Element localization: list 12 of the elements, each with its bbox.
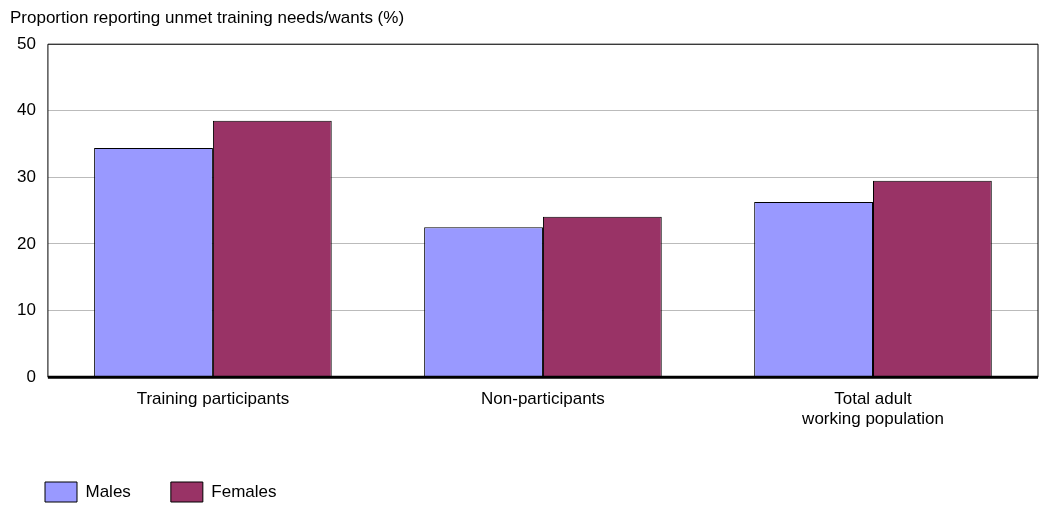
y-tick-label: 30 — [16, 167, 36, 187]
y-tick-label: 10 — [16, 300, 36, 320]
y-tick-label: 20 — [16, 233, 36, 253]
x-tick-label: Training participants — [136, 389, 290, 409]
legend-label: Females — [211, 481, 277, 501]
y-tick-label: 50 — [16, 33, 36, 53]
x-tick-label: Non-participants — [481, 389, 605, 409]
x-tick-label: Total adult working population — [801, 389, 944, 429]
y-tick-label: 40 — [16, 100, 36, 120]
y-tick-label: 0 — [26, 366, 36, 386]
y-axis-title: Proportion reporting unmet training needs/wants (%) — [10, 8, 405, 28]
legend-label: Males — [85, 481, 131, 501]
